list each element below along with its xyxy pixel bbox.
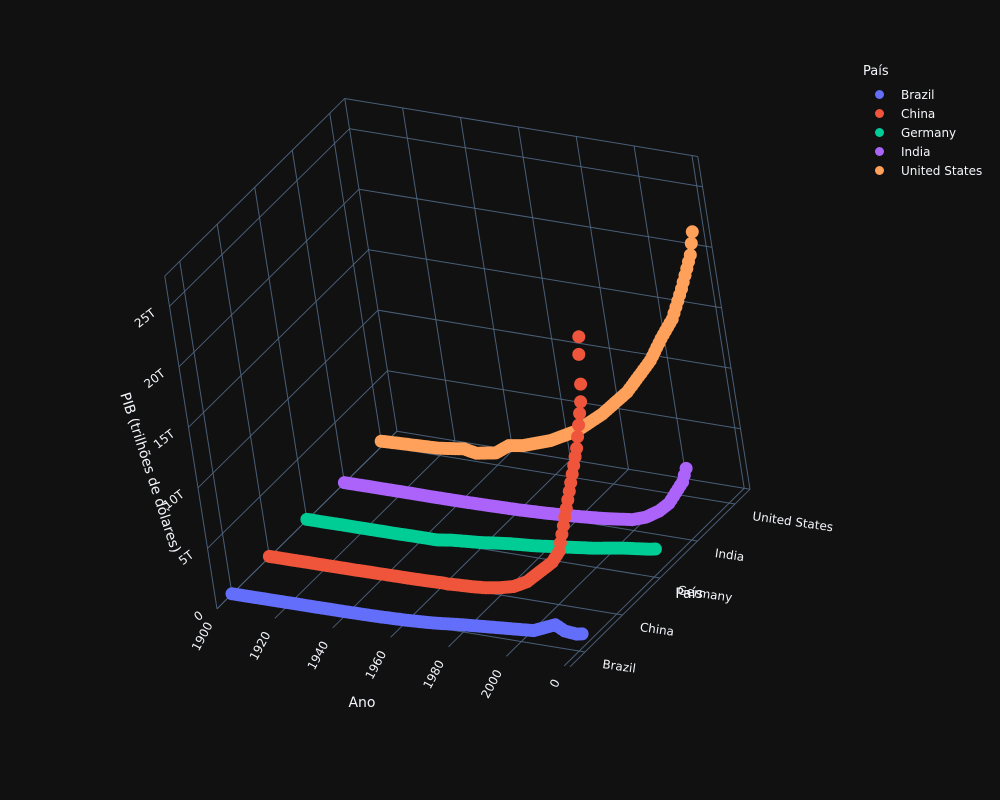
data-point [679, 461, 693, 475]
left-gridline-country [179, 261, 233, 595]
left-gridline-country [254, 187, 308, 521]
data-point [572, 347, 586, 361]
x-tick-label: 1920 [247, 629, 274, 663]
left-gridline-z [207, 370, 388, 549]
left-gridline-country [329, 113, 383, 447]
back-gridline-z [368, 249, 722, 309]
back-gridline-z [377, 309, 732, 369]
z-axis-title: PIB (trilhões de dólares) [116, 391, 183, 555]
legend-marker-icon [875, 166, 884, 175]
legend: País Brazil China Germany India United State… [863, 64, 982, 180]
left-gridline-country [291, 150, 345, 484]
legend-item-germany[interactable]: Germany [863, 123, 982, 142]
series-india [337, 461, 693, 527]
series-brazil [225, 587, 589, 641]
back-gridline-year [459, 117, 514, 451]
left-gridline-z [178, 188, 360, 368]
data-point [648, 542, 662, 556]
left-gridline-country [216, 224, 270, 558]
y-tick-label: United States [752, 509, 834, 534]
left-gridline-z [188, 249, 369, 428]
series-china [262, 330, 588, 595]
data-point [572, 330, 586, 344]
x-tick-label: 1940 [305, 639, 332, 673]
z-tick-label: 20T [141, 366, 168, 391]
data-point [570, 441, 584, 455]
z-tick-label: 15T [151, 426, 178, 451]
box-edge [697, 156, 751, 490]
legend-marker-icon [875, 90, 884, 99]
data-point [684, 236, 698, 250]
data-point [685, 225, 699, 239]
legend-item-united-states[interactable]: United States [863, 161, 982, 180]
legend-item-india[interactable]: India [863, 142, 982, 161]
data-point [574, 377, 588, 391]
y-axis-title: País [675, 586, 703, 602]
z-tick-label: 25T [132, 305, 159, 330]
legend-item-label: India [901, 144, 931, 159]
data-markers [225, 225, 699, 641]
back-gridline-year [633, 145, 687, 479]
x-tick-label: 2000 [478, 667, 505, 701]
data-point [683, 248, 697, 262]
data-point [573, 406, 587, 420]
box-edge [569, 488, 751, 668]
left-gridline-z [197, 309, 379, 489]
box-edge [344, 97, 698, 157]
left-gridline-z [169, 128, 350, 307]
series-united-states [374, 225, 699, 460]
x-axis-title: Ano [348, 695, 375, 711]
x-tick-label: 1980 [420, 658, 447, 692]
legend-title: País [863, 64, 889, 79]
box-edge [164, 98, 346, 277]
legend-item-china[interactable]: China [863, 104, 982, 123]
x-tick-label: 1960 [363, 648, 390, 682]
data-point [572, 418, 586, 432]
y-tick-label: China [639, 620, 675, 639]
back-gridline-z [349, 128, 703, 188]
data-point [574, 395, 588, 409]
y-tick-label: Brazil [602, 657, 637, 676]
series-germany [300, 512, 662, 556]
x-tick-label: 0 [547, 677, 563, 690]
legend-marker-icon [875, 128, 884, 137]
legend-marker-icon [875, 109, 884, 118]
legend-item-label: Brazil [901, 87, 935, 102]
back-gridline-year [575, 136, 629, 470]
data-point [575, 627, 589, 641]
back-gridline-year [402, 107, 456, 441]
box-edge [164, 275, 218, 609]
back-gridline-year [517, 126, 572, 460]
legend-item-brazil[interactable]: Brazil [863, 85, 982, 104]
back-gridline-year [691, 155, 745, 489]
legend-item-label: Germany [901, 125, 957, 140]
legend-item-label: China [901, 106, 936, 121]
back-gridline-z [358, 188, 713, 248]
x-tick-label: 1900 [189, 620, 216, 654]
back-gridline-z [387, 370, 741, 430]
legend-marker-icon [875, 147, 884, 156]
back-gridline-year [344, 98, 398, 432]
legend-item-label: United States [901, 163, 983, 178]
y-tick-label: India [714, 546, 745, 564]
data-point [571, 430, 585, 444]
